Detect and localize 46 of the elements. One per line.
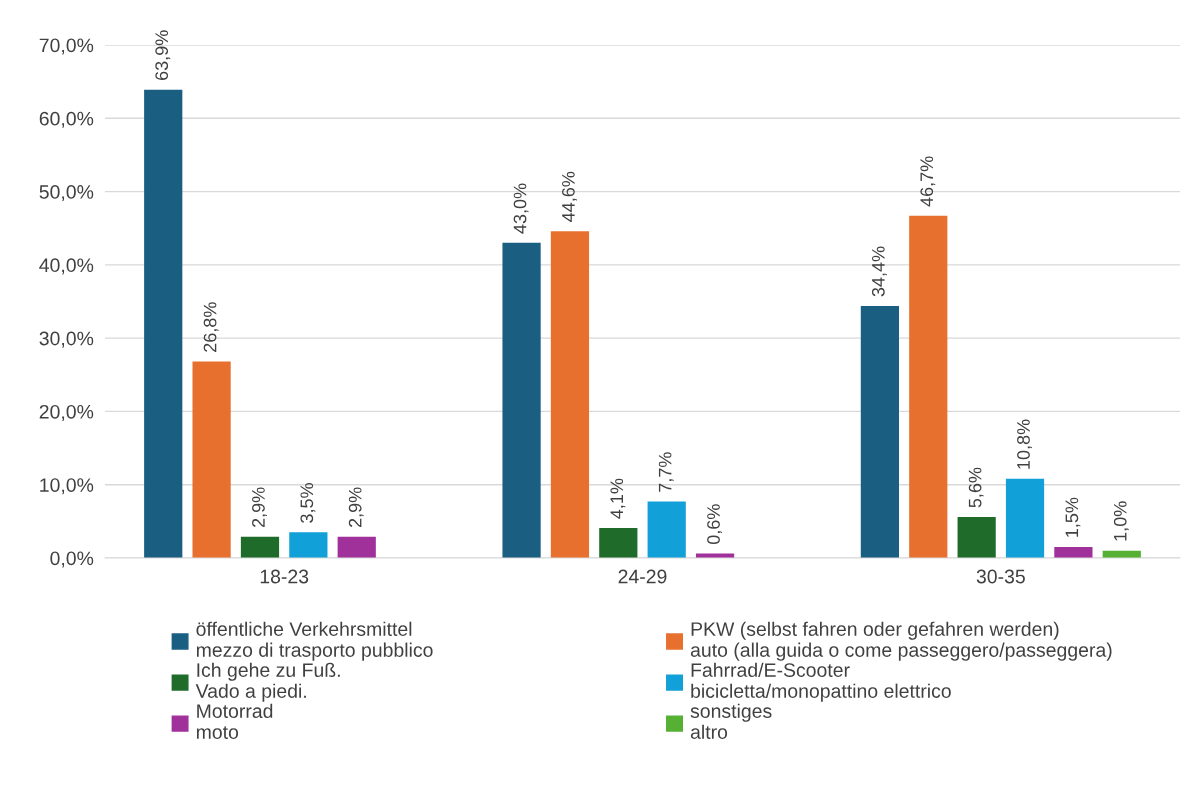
y-tick-label: 0,0% [50, 551, 94, 568]
data-label: 26,8% [203, 302, 219, 352]
bar [550, 231, 590, 558]
y-tick-label: 50,0% [39, 185, 94, 202]
x-tick-label: 18-23 [260, 569, 309, 584]
legend-label: PKW (selbst fahren oder gefahren werden) auto (alla guida o come passeggero/passeggera) [690, 621, 1112, 661]
bar [289, 532, 328, 558]
bar [337, 536, 376, 558]
data-label: 2,9% [348, 487, 364, 528]
data-label: 1,5% [1065, 497, 1081, 537]
bar [1054, 547, 1093, 558]
x-tick-label: 24-29 [618, 569, 667, 584]
bar [599, 527, 638, 558]
legend-label: öffentliche Verkehrsmittel mezzo di trasporto pubblico [196, 621, 433, 661]
data-label: 10,8% [1017, 419, 1032, 469]
data-label: 43,0% [513, 183, 529, 234]
data-label: 0,6% [707, 504, 723, 545]
legend-label: Ich gehe zu Fuß. Vado a piedi. [195, 662, 340, 702]
bar [957, 516, 996, 558]
data-label: 44,6% [562, 171, 577, 222]
bar [860, 305, 899, 558]
y-tick-label: 70,0% [39, 38, 94, 55]
data-label: 34,4% [871, 246, 887, 297]
legend-label: sonstiges altro [690, 703, 772, 739]
x-tick-label: 30-35 [976, 569, 1025, 584]
data-label: 46,7% [920, 156, 936, 207]
y-tick-label: 40,0% [39, 258, 94, 275]
data-label: 5,6% [968, 467, 984, 508]
bar [502, 242, 541, 558]
bar [909, 215, 948, 558]
bar [1005, 478, 1045, 558]
data-label: 3,5% [300, 483, 316, 523]
data-label: 2,9% [252, 487, 267, 528]
y-tick-label: 30,0% [39, 331, 94, 348]
y-tick-label: 20,0% [39, 404, 94, 421]
data-label: 4,1% [610, 478, 626, 519]
y-tick-label: 60,0% [39, 111, 94, 128]
data-label: 63,9% [155, 30, 171, 80]
data-label: 1,0% [1113, 501, 1129, 541]
bar [144, 89, 183, 558]
bar [192, 361, 231, 558]
data-label: 7,7% [658, 452, 674, 492]
legend-label: Motorrad moto [196, 703, 273, 739]
bar [647, 501, 686, 558]
bar [240, 536, 280, 558]
y-tick-label: 10,0% [40, 478, 94, 495]
